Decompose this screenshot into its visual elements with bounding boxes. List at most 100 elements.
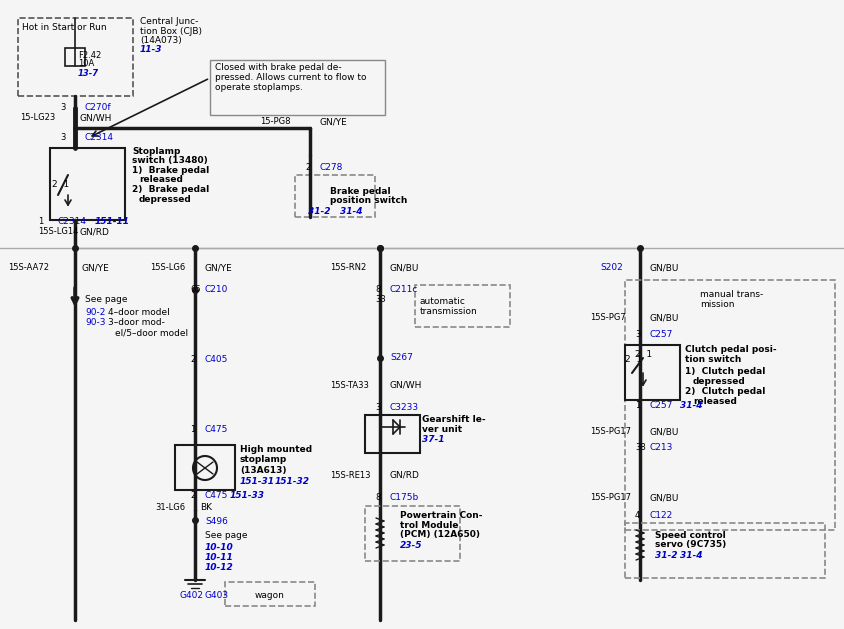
Text: 31-4: 31-4 [339, 208, 362, 216]
Text: 2  1: 2 1 [625, 355, 641, 364]
Text: pressed. Allows current to flow to: pressed. Allows current to flow to [214, 74, 366, 82]
Text: 2)  Brake pedal: 2) Brake pedal [132, 186, 209, 194]
Text: See page: See page [205, 530, 247, 540]
Text: servo (9C735): servo (9C735) [654, 540, 725, 550]
Text: C405: C405 [205, 355, 228, 364]
Text: C2314: C2314 [58, 218, 87, 226]
Text: 3: 3 [60, 133, 65, 143]
Text: 31-2: 31-2 [654, 552, 677, 560]
Text: 15S-LG6: 15S-LG6 [150, 264, 185, 272]
Text: C2314: C2314 [85, 133, 114, 143]
Text: 8: 8 [375, 494, 380, 503]
Text: GN/YE: GN/YE [320, 118, 348, 126]
Text: 13-7: 13-7 [78, 69, 99, 77]
Text: Brake pedal: Brake pedal [330, 187, 390, 196]
Bar [295, 175, 375, 217]
Text: operate stoplamps.: operate stoplamps. [214, 84, 302, 92]
Text: 1: 1 [634, 401, 640, 409]
Text: Stoplamp: Stoplamp [132, 147, 180, 157]
Text: 65: 65 [190, 286, 200, 294]
Bar [50, 148, 125, 220]
Text: 10-10: 10-10 [205, 542, 234, 552]
Text: 33: 33 [375, 296, 386, 304]
Text: transmission: transmission [419, 308, 477, 316]
Text: Clutch pedal posi-: Clutch pedal posi- [684, 345, 776, 355]
Text: depressed: depressed [692, 377, 745, 386]
Text: 90-3: 90-3 [85, 318, 106, 328]
Text: manual trans-: manual trans- [699, 291, 762, 299]
Bar [65, 48, 85, 66]
Text: GN/WH: GN/WH [80, 113, 112, 123]
Text: (13A613): (13A613) [240, 465, 286, 474]
Text: el/5–door model: el/5–door model [115, 328, 188, 338]
Text: 15S-RN2: 15S-RN2 [330, 264, 365, 272]
Text: C278: C278 [320, 164, 343, 172]
Text: 3: 3 [60, 104, 65, 113]
Text: 31-4: 31-4 [679, 401, 701, 409]
Text: 15S-PG7: 15S-PG7 [589, 313, 625, 323]
Text: wagon: wagon [255, 591, 284, 599]
Text: 2: 2 [305, 164, 310, 172]
Text: GN/BU: GN/BU [649, 264, 679, 272]
Text: GN/BU: GN/BU [649, 494, 679, 503]
Text: stoplamp: stoplamp [240, 455, 287, 464]
Text: C475: C475 [205, 425, 228, 435]
Text: 15S-RE13: 15S-RE13 [330, 470, 370, 479]
Text: depressed: depressed [138, 196, 192, 204]
Bar [625, 345, 679, 400]
Text: F2.42: F2.42 [78, 52, 101, 60]
Text: 8: 8 [375, 286, 380, 294]
Text: position switch: position switch [330, 196, 407, 206]
Text: 10-12: 10-12 [205, 562, 234, 572]
Text: GN/RD: GN/RD [390, 470, 419, 479]
Text: S496: S496 [205, 518, 228, 526]
Text: C211c: C211c [390, 286, 418, 294]
Text: 3: 3 [634, 330, 640, 340]
Text: 3: 3 [375, 403, 380, 413]
Text: 15S-LG14: 15S-LG14 [38, 228, 78, 237]
Text: GN/RD: GN/RD [80, 228, 110, 237]
Text: tion switch: tion switch [684, 355, 740, 364]
Text: C257: C257 [649, 401, 673, 409]
Text: 90-2: 90-2 [85, 308, 106, 318]
Bar [365, 415, 419, 453]
Text: See page: See page [85, 296, 127, 304]
Text: C3233: C3233 [390, 403, 419, 413]
Bar [175, 445, 235, 490]
Text: (PCM) (12A650): (PCM) (12A650) [399, 530, 479, 540]
Text: 15S-TA33: 15S-TA33 [330, 381, 369, 389]
Text: C175b: C175b [390, 494, 419, 503]
Text: BK: BK [200, 503, 212, 511]
Text: Hot in Start or Run: Hot in Start or Run [22, 23, 106, 33]
Text: 4: 4 [634, 511, 640, 520]
Text: 3–door mod-: 3–door mod- [108, 318, 165, 328]
Text: Powertrain Con-: Powertrain Con- [399, 511, 482, 520]
Text: GN/WH: GN/WH [390, 381, 422, 389]
Text: G402: G402 [180, 591, 203, 599]
Text: 4–door model: 4–door model [108, 308, 170, 318]
Text: C475: C475 [205, 491, 228, 499]
Text: 15-PG8: 15-PG8 [260, 118, 290, 126]
Text: (14A073): (14A073) [140, 35, 181, 45]
Text: Central Junc-: Central Junc- [140, 18, 198, 26]
Text: Speed control: Speed control [654, 530, 725, 540]
Text: 2: 2 [190, 491, 195, 499]
Text: ver unit: ver unit [421, 425, 462, 435]
Text: switch (13480): switch (13480) [132, 157, 208, 165]
Text: 1: 1 [38, 218, 43, 226]
Text: 151-33: 151-33 [230, 491, 265, 499]
Text: released: released [692, 398, 736, 406]
Text: C270f: C270f [85, 104, 111, 113]
Text: mission: mission [699, 301, 733, 309]
Text: 38: 38 [634, 443, 645, 452]
Text: 15S-PG17: 15S-PG17 [589, 494, 630, 503]
Text: GN/BU: GN/BU [649, 428, 679, 437]
Text: 11-3: 11-3 [140, 45, 162, 55]
Text: tion Box (CJB): tion Box (CJB) [140, 26, 202, 35]
Text: G403: G403 [205, 591, 229, 599]
Text: GN/YE: GN/YE [205, 264, 232, 272]
Text: Gearshift le-: Gearshift le- [421, 416, 485, 425]
Text: GN/BU: GN/BU [649, 313, 679, 323]
Text: Closed with brake pedal de-: Closed with brake pedal de- [214, 64, 341, 72]
Text: released: released [138, 175, 182, 184]
